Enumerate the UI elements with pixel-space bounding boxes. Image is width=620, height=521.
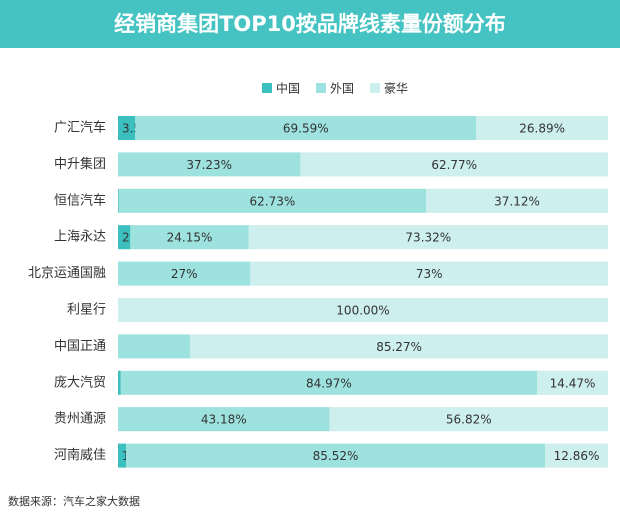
data-label: 26.89% [519, 122, 565, 136]
data-label: 12.86% [554, 449, 600, 463]
bar-segment [118, 152, 301, 177]
bar-segment [118, 188, 427, 213]
data-label: 37.12% [494, 194, 540, 208]
bar-segment [476, 116, 608, 140]
y-tick-label: 庞大汽贸 [54, 374, 106, 390]
y-tick-label: 广汇汽车 [54, 120, 106, 136]
data-label: 85.27% [376, 340, 422, 354]
y-tick-label: 恒信汽车 [54, 192, 106, 208]
bar-segment [250, 261, 609, 286]
bar-segment [329, 407, 608, 432]
y-tick-label: 中国正通 [54, 339, 106, 354]
bar-segment [130, 225, 249, 250]
data-label: 62.73% [250, 194, 296, 208]
bar-segment [426, 188, 608, 213]
legend-label: 外国 [330, 82, 354, 96]
chart-title: 经销商集团TOP10按品牌线素量份额分布 [114, 12, 506, 36]
legend-swatch [316, 83, 326, 93]
legend-label: 豪华 [384, 81, 408, 96]
bar-segment [118, 370, 121, 395]
data-label: 62.77% [431, 158, 477, 172]
y-tick-label: 贵州通源 [54, 412, 106, 427]
data-label: 24.15% [167, 231, 213, 245]
data-label: 43.18% [201, 413, 247, 427]
bar-segment [120, 370, 538, 395]
data-label: 73% [416, 267, 443, 281]
bar-segment [118, 225, 131, 250]
bar-segment [118, 116, 136, 140]
data-label: 37.23% [186, 158, 232, 172]
legend-label: 中国 [276, 81, 300, 96]
data-label: 84.97% [306, 376, 352, 390]
y-tick-label: 中升集团 [54, 156, 106, 172]
data-label: 27% [171, 267, 198, 281]
source-note: 数据来源：汽车之家大数据 [8, 494, 140, 508]
y-tick-label: 北京运通国融 [28, 266, 106, 281]
y-tick-label: 上海永达 [54, 230, 106, 245]
bar-segment [118, 334, 191, 359]
y-tick-label: 河南威佳 [54, 447, 106, 463]
bar-segment [118, 188, 119, 213]
legend-swatch [370, 83, 380, 93]
bar-segment [118, 261, 251, 286]
bar-segment [118, 407, 330, 432]
bar-segment [248, 225, 608, 250]
bar-segment [125, 443, 546, 468]
legend-swatch [262, 83, 272, 93]
y-tick-label: 利星行 [67, 303, 106, 318]
bar-segment [300, 152, 608, 177]
bar-segment [190, 334, 608, 359]
data-label: 85.52% [313, 449, 359, 463]
data-label: 73.32% [405, 231, 451, 245]
bar-segment [135, 116, 477, 140]
bar-segment [118, 298, 608, 322]
bar-segment [545, 443, 609, 468]
data-label: 100.00% [336, 304, 389, 318]
bar-segment [537, 370, 608, 395]
title-banner [0, 0, 620, 48]
data-label: 56.82% [446, 413, 492, 427]
data-label: 14.47% [550, 376, 596, 390]
data-label: 69.59% [283, 122, 329, 136]
bar-segment [118, 443, 126, 468]
